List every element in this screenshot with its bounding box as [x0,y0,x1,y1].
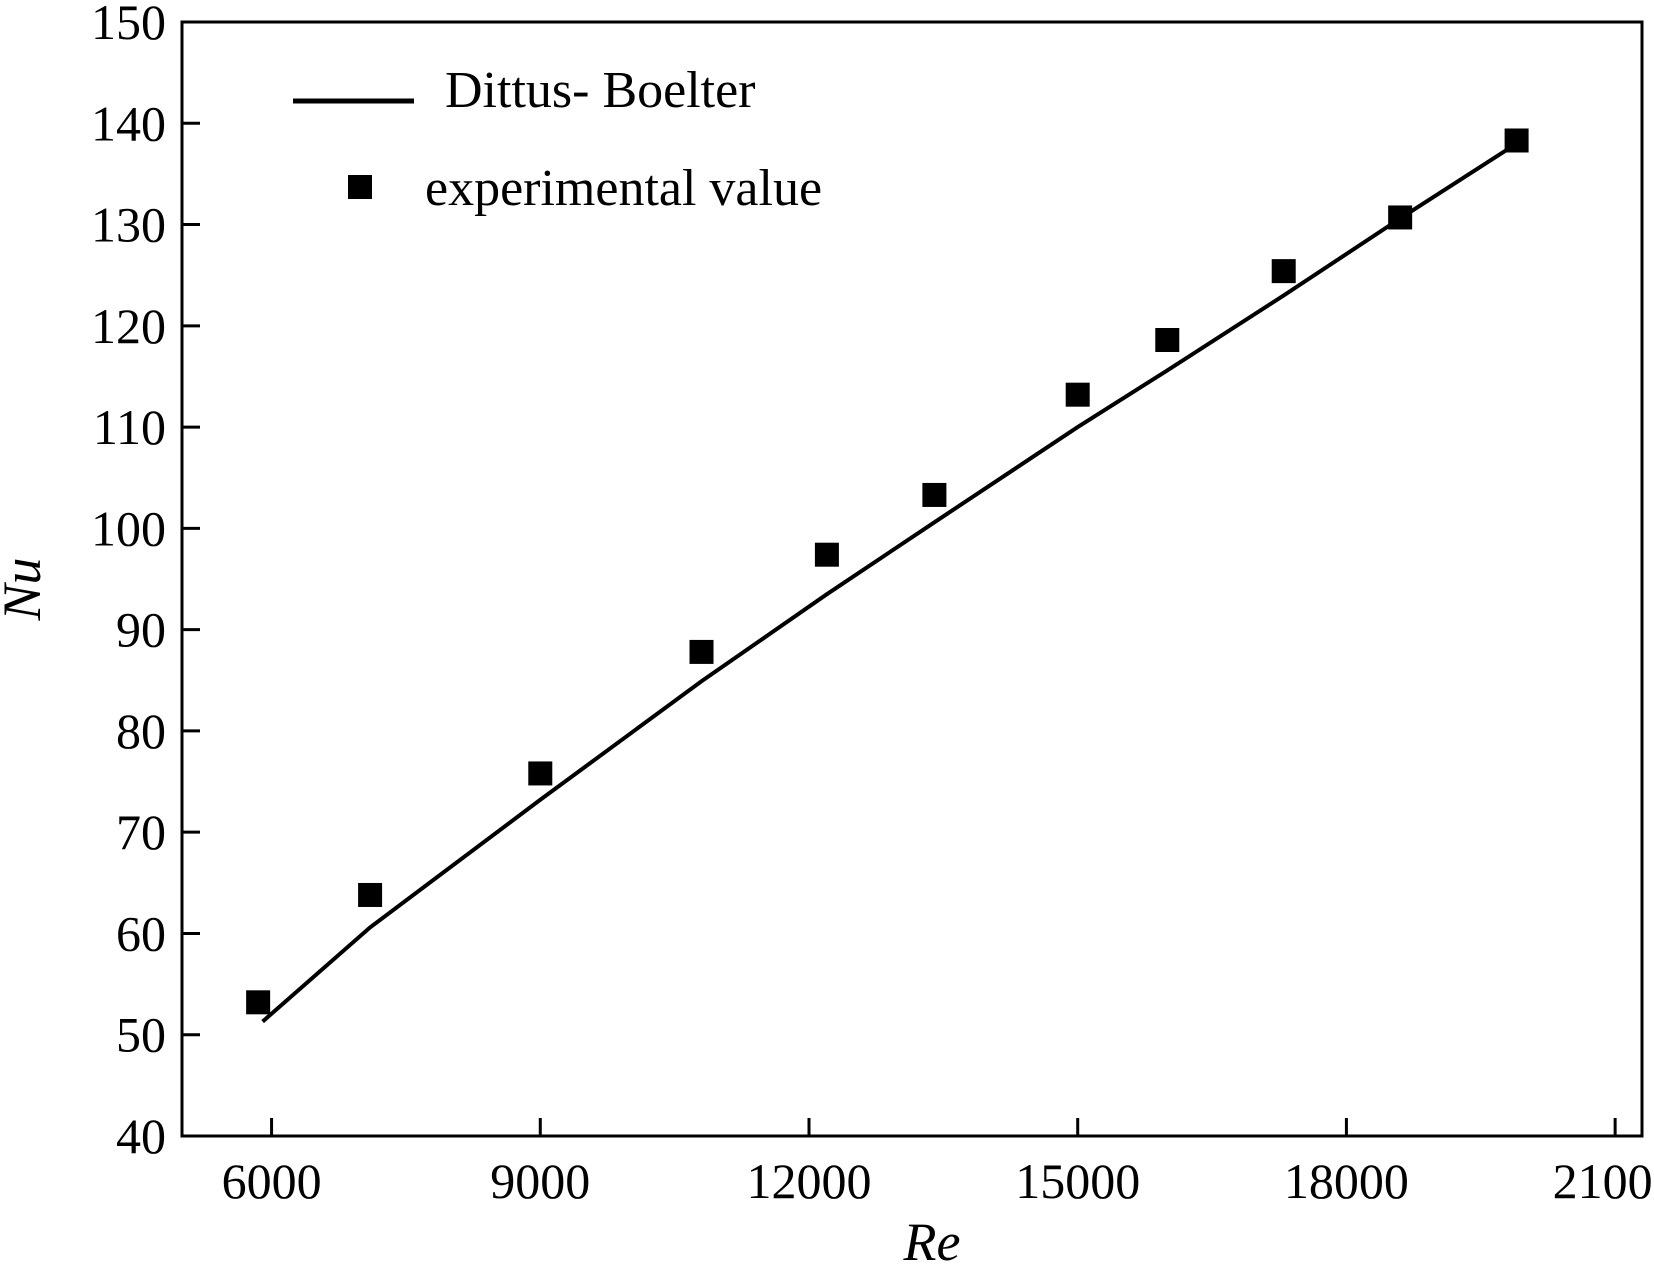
experimental-point [689,639,714,664]
y-tick-label: 110 [93,399,166,455]
experimental-point [1271,259,1296,284]
y-tick-label: 90 [116,602,166,658]
y-tick-label: 100 [91,500,166,556]
x-axis-label: Re [903,1212,961,1268]
experimental-point [814,542,839,567]
y-axis-ticks: 40 50 60 70 80 90 100 110 120 130 140 150 [91,0,200,1164]
y-tick-label: 80 [116,703,166,759]
x-tick-label: 21000 [1553,1153,1654,1209]
experimental-point [922,482,947,507]
y-axis-label: Nu [0,557,52,621]
y-tick-label: 60 [116,905,166,961]
experimental-point [528,761,553,786]
legend-label-dittus-boelter: Dittus- Boelter [445,62,756,119]
experimental-point [1065,382,1090,407]
experimental-point [358,882,383,907]
y-tick-label: 50 [116,1007,166,1063]
x-tick-label: 6000 [222,1153,322,1209]
experimental-point [1504,128,1529,153]
dittus-boelter-line [261,141,1518,1024]
legend: Dittus- Boelter experimental value [293,62,822,217]
experimental-point [246,990,271,1015]
y-tick-label: 150 [91,0,166,50]
x-tick-label: 12000 [746,1153,871,1209]
y-tick-label: 130 [91,197,166,253]
y-tick-label: 70 [116,804,166,860]
experimental-point [1388,205,1413,230]
legend-square-marker [348,175,372,199]
y-tick-label: 120 [91,298,166,354]
series-layer [246,128,1529,1024]
y-tick-label: 140 [91,95,166,151]
x-tick-label: 18000 [1284,1153,1409,1209]
x-tick-label: 15000 [1015,1153,1140,1209]
legend-label-experimental-value: experimental value [425,160,822,217]
x-tick-label: 9000 [490,1153,590,1209]
experimental-point [1155,327,1180,352]
x-axis-ticks: 6000 9000 12000 15000 18000 21000 [222,1118,1654,1209]
y-tick-label: 40 [116,1108,166,1164]
plot-frame [180,20,1644,1138]
